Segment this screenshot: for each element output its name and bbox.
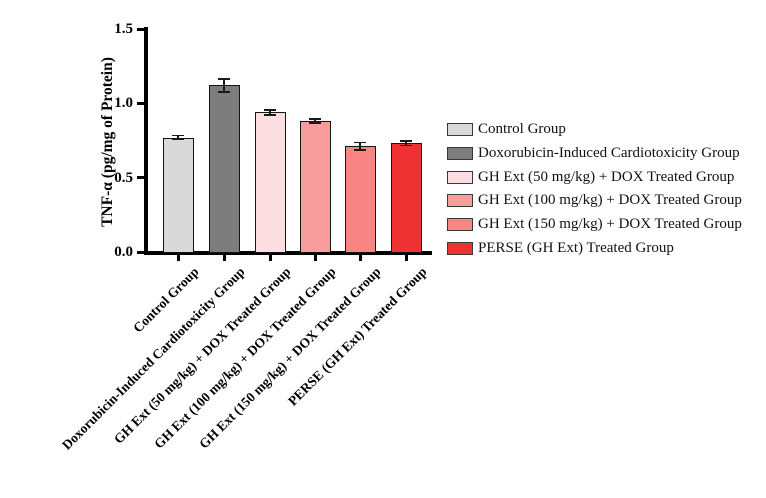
error-bar-cap-top [264, 108, 276, 111]
error-bar-cap-top [400, 140, 412, 143]
x-tick-mark [358, 254, 362, 261]
legend-label: GH Ext (150 mg/kg) + DOX Treated Group [478, 216, 742, 233]
error-bar-line [223, 79, 225, 92]
error-bar-line [405, 141, 407, 146]
y-tick-mark [137, 101, 145, 105]
error-bar-cap-top [309, 118, 321, 120]
bar [299, 121, 331, 253]
legend-swatch [447, 242, 473, 255]
error-bar-cap-top [172, 134, 184, 137]
bar [254, 112, 286, 253]
legend-item: Doxorubicin-Induced Cardiotoxicity Group [447, 144, 757, 164]
bar [344, 146, 376, 253]
legend-item: PERSE (GH Ext) Treated Group [447, 239, 757, 259]
bar [390, 143, 422, 253]
error-bar-line [269, 109, 271, 115]
error-bar-cap-top [218, 78, 230, 81]
y-axis-line [144, 27, 148, 254]
y-tick-mark [137, 176, 145, 180]
legend-swatch [447, 123, 473, 136]
legend-swatch [447, 170, 473, 184]
error-bar-cap-bottom [309, 122, 321, 125]
legend-swatch [447, 218, 473, 232]
y-axis-title: TNF-α (pg/mg of Protein) [99, 57, 116, 227]
error-bar-line [359, 142, 361, 151]
y-tick-label: 0.0 [114, 244, 133, 260]
legend-label: GH Ext (100 mg/kg) + DOX Treated Group [478, 192, 742, 209]
x-tick-mark [176, 254, 180, 261]
error-bar-cap-bottom [172, 138, 184, 141]
x-axis-line [144, 251, 432, 255]
legend-label: PERSE (GH Ext) Treated Group [478, 240, 674, 256]
error-bar-cap-bottom [264, 113, 276, 116]
legend-item: Control Group [447, 120, 757, 140]
error-bar-cap-bottom [354, 149, 366, 152]
legend-item: GH Ext (100 mg/kg) + DOX Treated Group [447, 191, 757, 211]
error-bar-cap-bottom [400, 144, 412, 147]
bar [208, 85, 240, 253]
y-tick-label: 1.0 [114, 95, 133, 112]
legend-item: GH Ext (50 mg/kg) + DOX Treated Group [447, 168, 757, 188]
x-tick-mark [222, 254, 226, 261]
bar [162, 137, 194, 253]
legend-label: GH Ext (50 mg/kg) + DOX Treated Group [478, 168, 735, 185]
legend-label: Doxorubicin-Induced Cardiotoxicity Group [478, 144, 740, 161]
error-bar-cap-bottom [218, 90, 230, 93]
y-tick-mark [137, 27, 145, 31]
legend-swatch [447, 194, 473, 208]
error-bar-line [314, 119, 316, 124]
legend-label: Control Group [478, 121, 566, 137]
x-tick-mark [313, 254, 317, 261]
legend-swatch [447, 146, 473, 160]
y-tick-label: 0.5 [114, 169, 133, 186]
error-bar-cap-top [354, 141, 366, 144]
y-tick-mark [137, 250, 145, 254]
y-tick-label: 1.5 [114, 21, 133, 37]
error-bar-line [177, 135, 179, 140]
x-tick-mark [268, 254, 272, 261]
legend-item: GH Ext (150 mg/kg) + DOX Treated Group [447, 215, 757, 235]
x-tick-mark [404, 254, 408, 261]
